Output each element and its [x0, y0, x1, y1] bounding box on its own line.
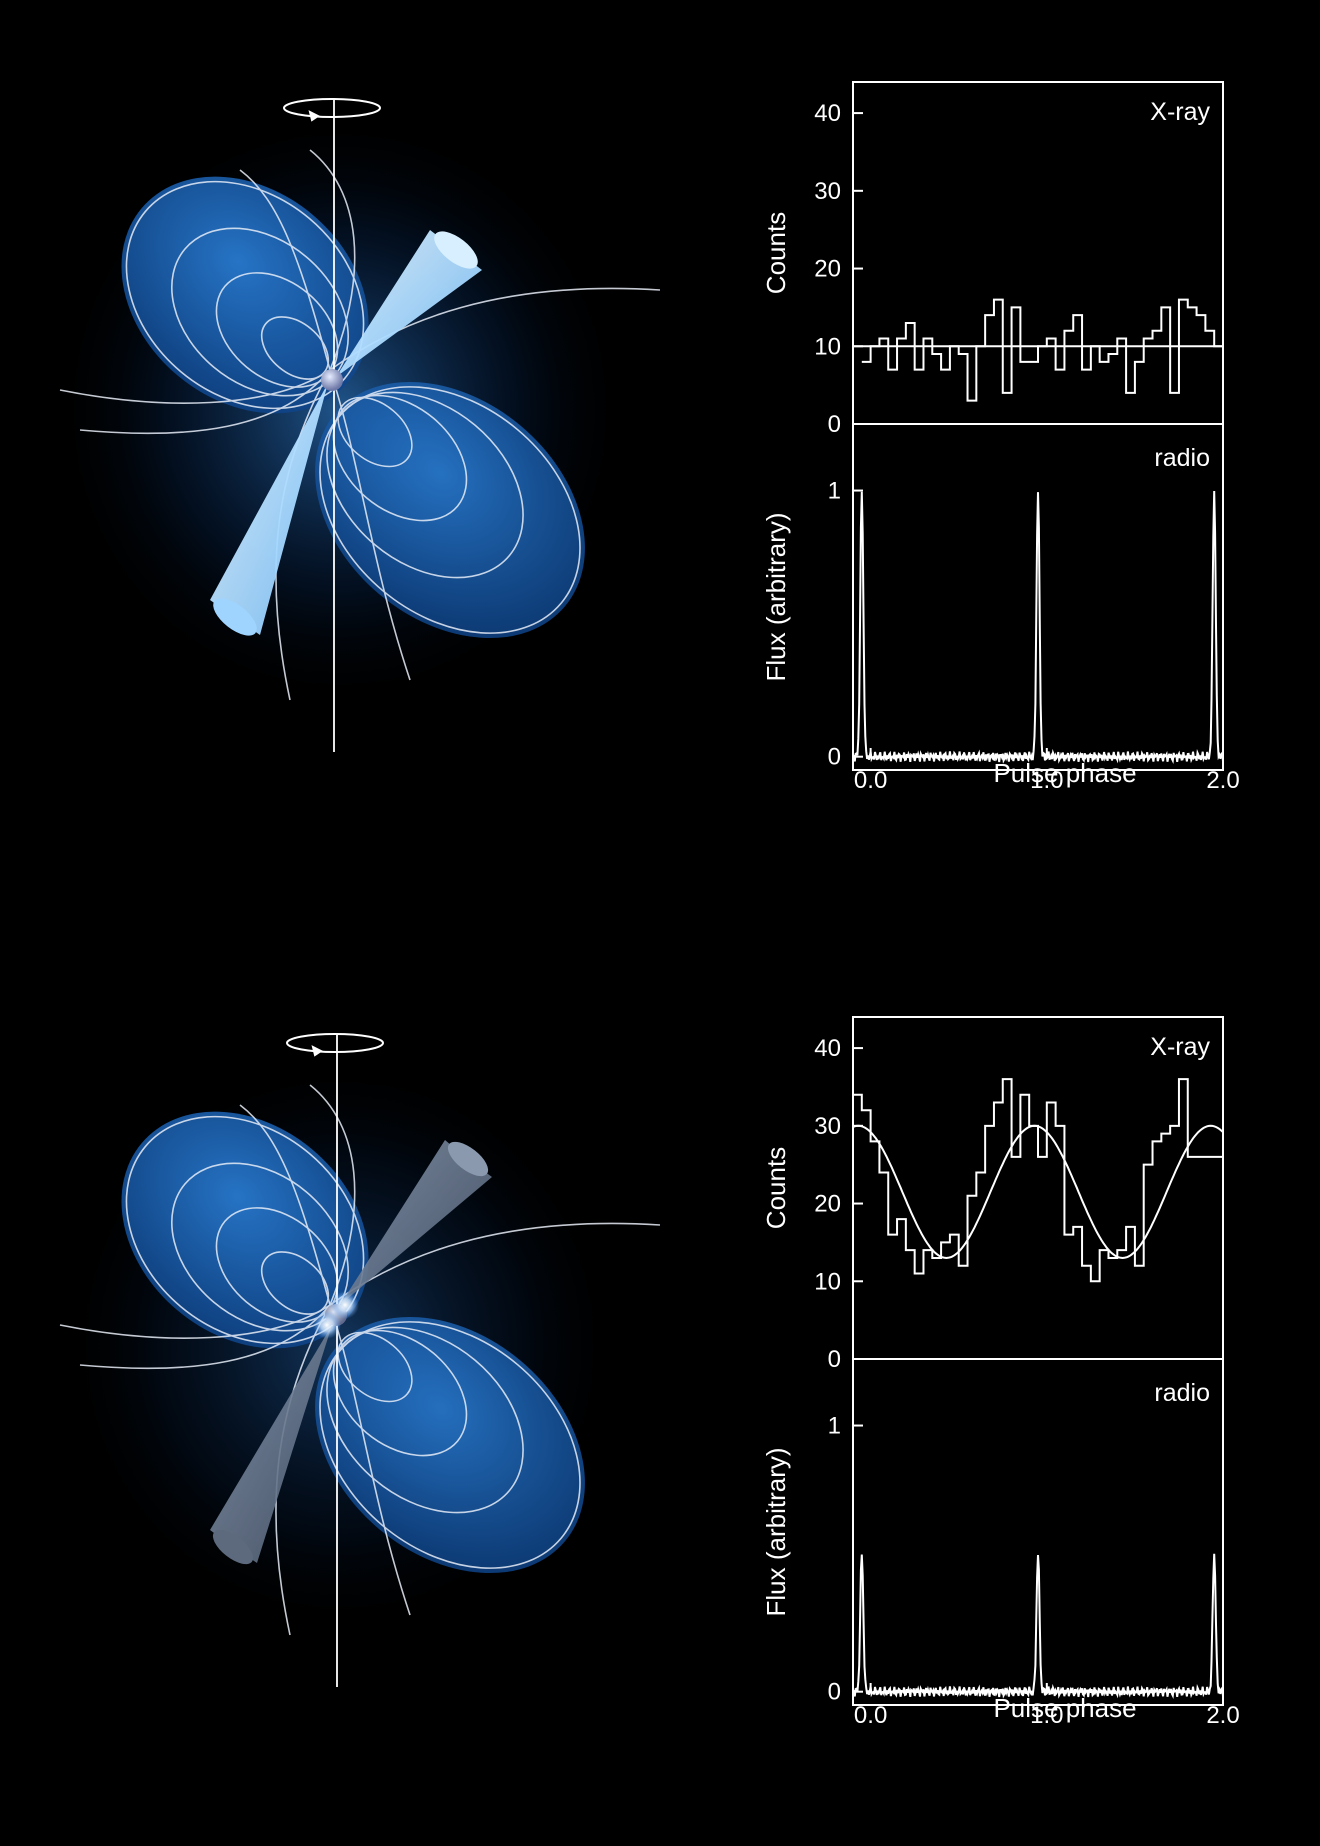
y-tick-label: 20 [814, 256, 841, 283]
magnetic-field-lobes [121, 1111, 585, 1574]
y-tick-label: 40 [814, 1035, 841, 1062]
radio-panel: radio Flux (arbitrary) 01 [761, 423, 1224, 771]
x-tick-label: 0.0 [854, 767, 887, 790]
radio-series [852, 490, 1224, 765]
y-tick-label: 40 [814, 100, 841, 127]
y-tick-label: 1 [828, 1413, 841, 1440]
y-tick-label: 0 [828, 411, 841, 438]
y-tick-label: 0 [828, 1346, 841, 1373]
xray-histogram-line [853, 1078, 1223, 1283]
xray-panel-label: X-ray [1150, 1033, 1210, 1061]
xray-y-axis-title: Counts [761, 212, 791, 294]
x-ticks: 0.0 1.0 2.0 [854, 748, 1240, 790]
radio-panel-label: radio [1154, 1379, 1210, 1407]
hot-spots [313, 1291, 359, 1339]
magnetic-field-lines [59, 149, 661, 701]
x-tick-label: 1.0 [1030, 767, 1063, 790]
radio-series [852, 1553, 1224, 1700]
x-tick-label: 0.0 [854, 1702, 887, 1725]
y-tick-label: 10 [814, 1268, 841, 1295]
radio-y-ticks: 01 [828, 478, 863, 771]
xray-series [852, 1078, 1224, 1283]
emission-beam-dim [210, 1140, 492, 1565]
y-tick-label: 10 [814, 333, 841, 360]
x-axis-title: Pulse phase [993, 1693, 1136, 1723]
neutron-star [321, 369, 343, 391]
pulsar-illustration-bottom [59, 1033, 661, 1687]
radio-panel-label: radio [1154, 444, 1210, 472]
x-tick-label: 2.0 [1206, 1702, 1239, 1725]
x-tick-label: 2.0 [1206, 767, 1239, 790]
x-ticks: 0.0 1.0 2.0 [854, 1683, 1240, 1725]
radio-y-ticks: 01 [828, 1413, 863, 1706]
radio-pulse-line [852, 490, 1224, 765]
xray-series [853, 298, 1223, 402]
pulsar-illustration-top [50, 98, 661, 752]
magnetic-field-lines [59, 1084, 661, 1636]
xray-panel: X-ray Counts 0 10 20 30 40 [761, 1016, 1224, 1373]
y-tick-label: 20 [814, 1191, 841, 1218]
xray-histogram-line [861, 298, 1223, 402]
radio-panel-frame [852, 423, 1224, 771]
radio-y-axis-title: Flux (arbitrary) [761, 1447, 791, 1616]
x-tick-label: 1.0 [1030, 1702, 1063, 1725]
radio-panel: radio Flux (arbitrary) 01 [761, 1358, 1224, 1706]
y-tick-label: 0 [828, 744, 841, 771]
xray-panel-frame [852, 81, 1224, 425]
xray-panel: X-ray Counts 0 10 20 30 40 [761, 81, 1224, 438]
magnetic-field-lobes [121, 176, 585, 639]
xray-y-axis-title: Counts [761, 1147, 791, 1229]
emission-beam-bright [210, 230, 482, 636]
radio-pulse-line [852, 1553, 1224, 1700]
xray-y-ticks: 0 10 20 30 40 [814, 1035, 863, 1373]
rotation-arrow-icon [283, 98, 381, 122]
rotation-arrow-icon [286, 1033, 384, 1057]
y-tick-label: 1 [828, 478, 841, 505]
xray-fit-line [852, 1124, 1224, 1260]
radio-y-axis-title: Flux (arbitrary) [761, 512, 791, 681]
y-tick-label: 0 [828, 1679, 841, 1706]
radio-panel-frame [852, 1358, 1224, 1706]
xray-y-ticks: 0 10 20 30 40 [814, 100, 863, 438]
x-axis-title: Pulse phase [993, 758, 1136, 788]
y-tick-label: 30 [814, 1113, 841, 1140]
xray-panel-label: X-ray [1150, 98, 1210, 126]
y-tick-label: 30 [814, 178, 841, 205]
